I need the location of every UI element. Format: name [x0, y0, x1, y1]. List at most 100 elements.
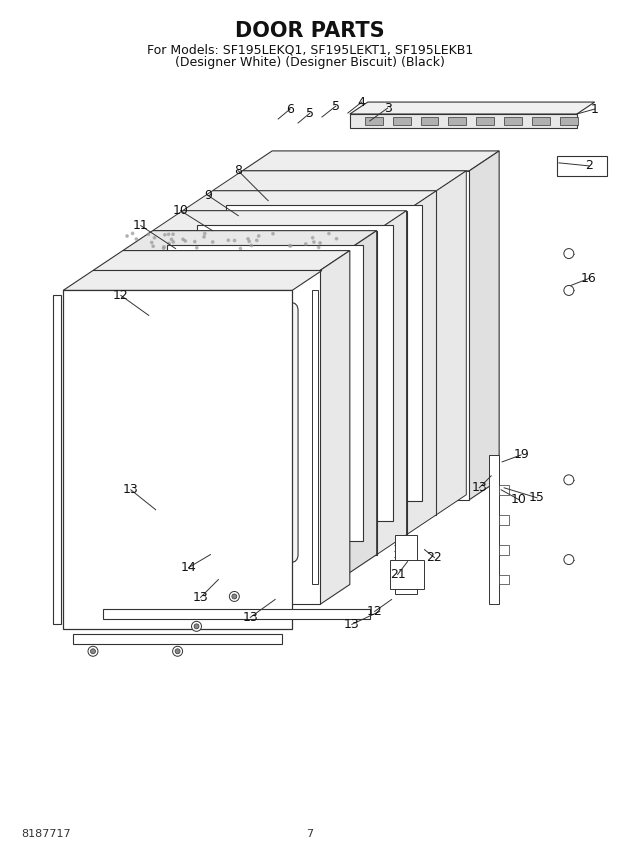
Circle shape	[219, 451, 222, 455]
Text: 3: 3	[384, 102, 392, 115]
Polygon shape	[213, 191, 436, 514]
Circle shape	[252, 470, 255, 473]
Circle shape	[135, 532, 138, 535]
Text: 10: 10	[172, 205, 188, 217]
Circle shape	[254, 326, 257, 330]
Circle shape	[294, 455, 298, 457]
Circle shape	[257, 428, 260, 431]
Circle shape	[188, 335, 191, 337]
Bar	[476, 117, 494, 125]
Circle shape	[177, 332, 179, 335]
Polygon shape	[182, 191, 436, 211]
Polygon shape	[499, 514, 509, 525]
Circle shape	[339, 429, 342, 431]
Polygon shape	[93, 270, 320, 604]
Circle shape	[245, 549, 248, 552]
Circle shape	[161, 517, 164, 520]
Circle shape	[178, 284, 181, 288]
Circle shape	[129, 396, 132, 399]
Circle shape	[241, 390, 244, 394]
Circle shape	[184, 240, 187, 242]
Circle shape	[157, 525, 160, 528]
Circle shape	[211, 354, 213, 357]
Polygon shape	[93, 251, 350, 270]
Circle shape	[277, 352, 280, 354]
Circle shape	[304, 505, 308, 508]
Circle shape	[156, 289, 159, 292]
Circle shape	[267, 265, 270, 267]
Circle shape	[199, 480, 202, 483]
Circle shape	[161, 333, 164, 336]
Circle shape	[246, 349, 249, 352]
Circle shape	[197, 418, 200, 420]
Circle shape	[287, 506, 290, 509]
Circle shape	[239, 285, 241, 288]
Circle shape	[223, 330, 226, 334]
Polygon shape	[242, 171, 469, 500]
Circle shape	[325, 284, 328, 288]
Circle shape	[226, 419, 229, 421]
Circle shape	[228, 337, 231, 341]
Circle shape	[231, 420, 234, 424]
Circle shape	[206, 388, 209, 390]
Circle shape	[159, 469, 162, 472]
Circle shape	[331, 446, 334, 449]
Circle shape	[171, 401, 174, 405]
Circle shape	[306, 270, 308, 272]
Circle shape	[303, 424, 306, 426]
Circle shape	[243, 407, 246, 411]
Circle shape	[288, 245, 291, 247]
Circle shape	[190, 544, 193, 546]
Circle shape	[312, 253, 315, 257]
Polygon shape	[153, 230, 377, 555]
Circle shape	[247, 434, 250, 437]
Circle shape	[326, 395, 329, 398]
Circle shape	[214, 322, 216, 324]
Circle shape	[235, 567, 238, 569]
Circle shape	[260, 524, 263, 527]
Circle shape	[270, 402, 273, 405]
Circle shape	[144, 309, 147, 312]
Text: 7: 7	[306, 829, 314, 839]
Circle shape	[155, 497, 158, 501]
Circle shape	[131, 330, 135, 332]
Circle shape	[178, 542, 181, 544]
Circle shape	[311, 371, 313, 374]
Circle shape	[170, 348, 173, 352]
Circle shape	[164, 316, 167, 319]
Circle shape	[154, 369, 157, 372]
Circle shape	[193, 269, 196, 272]
Circle shape	[185, 297, 188, 300]
Circle shape	[150, 377, 153, 379]
Circle shape	[304, 347, 307, 349]
Circle shape	[289, 366, 292, 368]
Circle shape	[240, 312, 243, 315]
Circle shape	[293, 526, 296, 530]
Circle shape	[169, 507, 172, 510]
Circle shape	[265, 465, 268, 468]
Bar	[392, 117, 410, 125]
Circle shape	[324, 256, 327, 259]
Circle shape	[132, 363, 135, 366]
Circle shape	[340, 437, 343, 441]
Circle shape	[314, 522, 317, 525]
Circle shape	[290, 245, 292, 247]
Circle shape	[270, 328, 273, 331]
Circle shape	[222, 377, 225, 380]
Circle shape	[189, 382, 192, 385]
Circle shape	[235, 407, 238, 411]
Polygon shape	[499, 544, 509, 555]
Polygon shape	[557, 156, 606, 175]
Circle shape	[161, 469, 164, 473]
Circle shape	[236, 389, 239, 393]
Polygon shape	[407, 191, 436, 535]
Circle shape	[149, 543, 152, 545]
Circle shape	[259, 307, 262, 310]
Circle shape	[286, 559, 289, 562]
Circle shape	[175, 649, 180, 654]
Circle shape	[132, 391, 135, 394]
Circle shape	[156, 531, 159, 534]
Circle shape	[301, 306, 304, 309]
Circle shape	[319, 285, 322, 288]
Circle shape	[156, 498, 159, 502]
